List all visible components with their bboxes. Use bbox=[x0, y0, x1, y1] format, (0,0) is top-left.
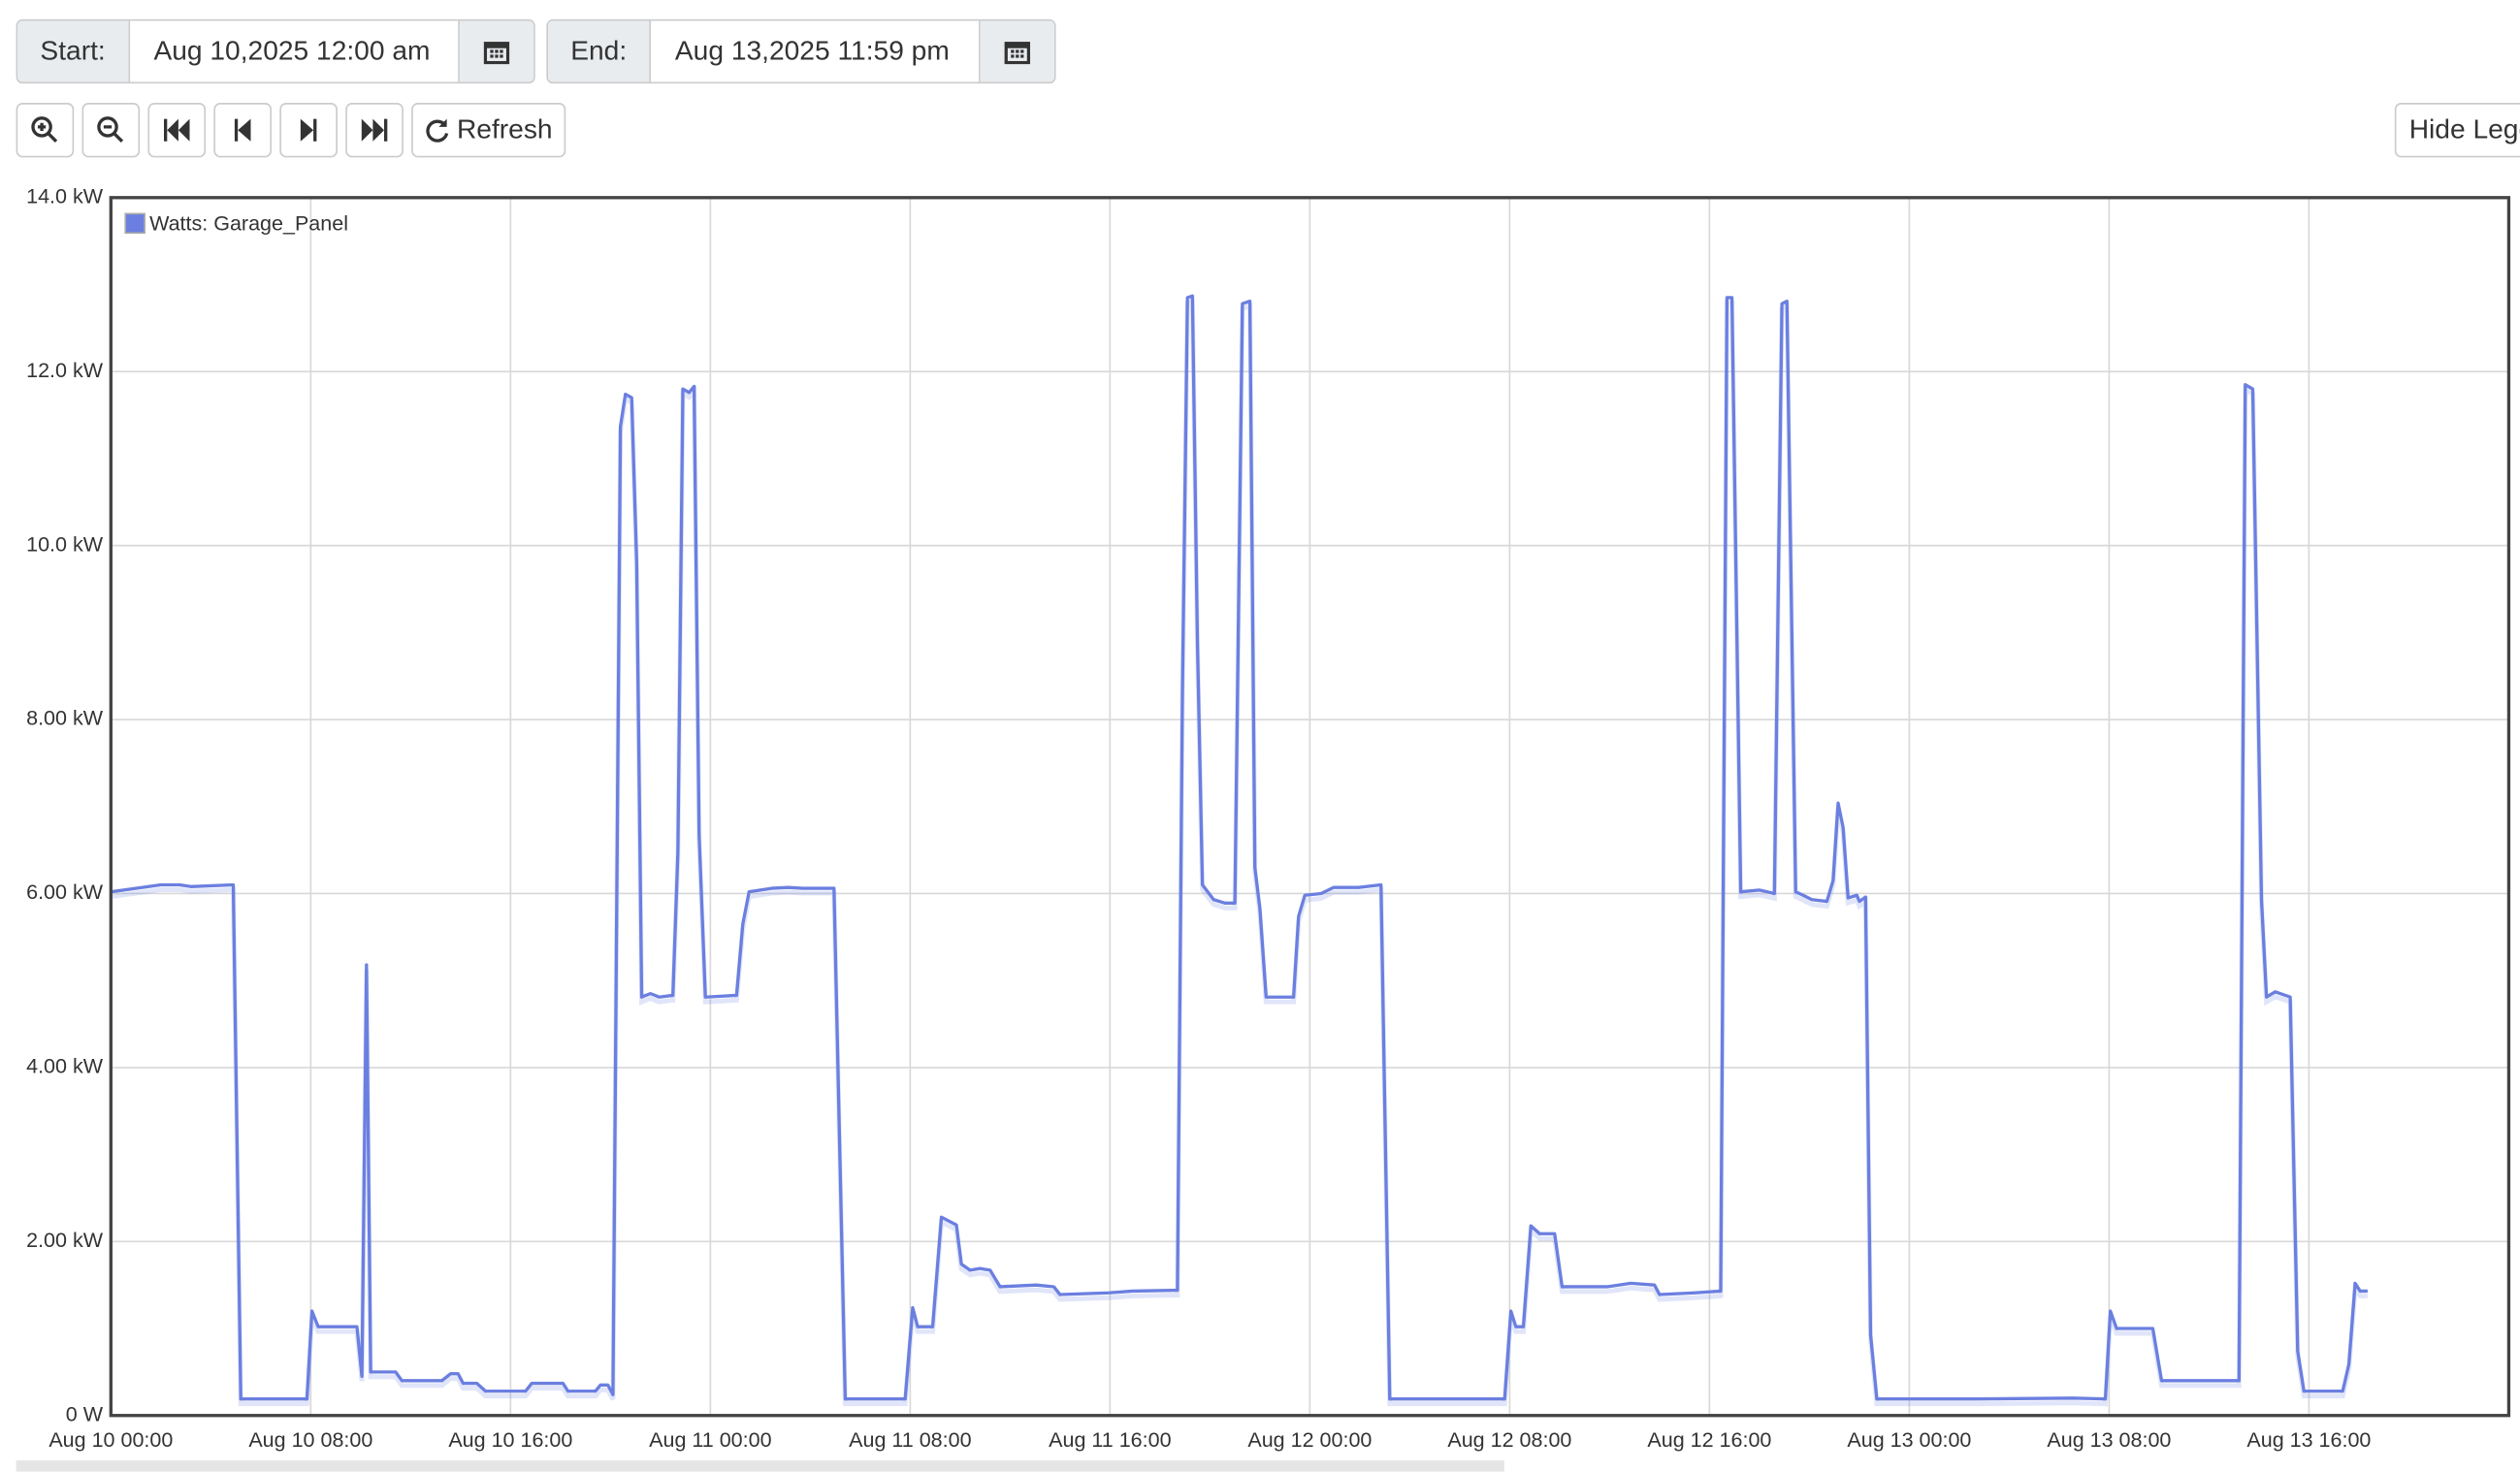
calendar-button[interactable] bbox=[459, 20, 533, 82]
start-group: Start: Aug 10,2025 12:00 am bbox=[16, 18, 535, 84]
hide-legend-button[interactable]: Hide Legend bbox=[2394, 103, 2520, 158]
x-tick-label: Aug 12 16:00 bbox=[1647, 1428, 1771, 1452]
refresh-label: Refresh bbox=[456, 113, 553, 145]
x-tick-label: Aug 11 16:00 bbox=[1049, 1428, 1171, 1452]
legend-label: Watts: Garage_Panel bbox=[149, 212, 348, 236]
end-group: End: Aug 13,2025 11:59 pm bbox=[546, 18, 1056, 84]
end-label: End: bbox=[548, 20, 652, 82]
line-shadow bbox=[110, 297, 2368, 1407]
calendar-button[interactable] bbox=[980, 20, 1054, 82]
y-tick-label: 6.00 kW bbox=[26, 880, 104, 904]
start-label: Start: bbox=[17, 20, 130, 82]
x-tick-label: Aug 12 00:00 bbox=[1247, 1428, 1372, 1452]
y-tick-label: 2.00 kW bbox=[26, 1229, 104, 1252]
y-tick-label: 4.00 kW bbox=[26, 1055, 104, 1078]
refresh-button[interactable]: Refresh bbox=[411, 103, 566, 158]
scrollbar bbox=[16, 1460, 1504, 1472]
last-button[interactable] bbox=[345, 103, 404, 158]
x-tick-label: Aug 10 00:00 bbox=[48, 1428, 173, 1452]
x-tick-label: Aug 10 16:00 bbox=[448, 1428, 572, 1452]
zoom-out-button[interactable] bbox=[81, 103, 141, 158]
legend-swatch bbox=[124, 212, 145, 235]
y-tick-label: 10.0 kW bbox=[26, 532, 104, 556]
first-button[interactable] bbox=[147, 103, 207, 158]
x-tick-label: Aug 13 16:00 bbox=[2246, 1428, 2371, 1452]
x-tick-label: Aug 13 00:00 bbox=[1847, 1428, 1971, 1452]
y-tick-label: 14.0 kW bbox=[26, 184, 104, 208]
previous-button[interactable] bbox=[213, 103, 273, 158]
y-tick-label: 12.0 kW bbox=[26, 359, 104, 382]
start-input[interactable]: Aug 10,2025 12:00 am bbox=[129, 20, 460, 82]
plot-border bbox=[109, 196, 2511, 1418]
x-tick-label: Aug 12 08:00 bbox=[1447, 1428, 1571, 1452]
y-tick-label: 8.00 kW bbox=[26, 707, 104, 730]
x-tick-label: Aug 10 08:00 bbox=[248, 1428, 372, 1452]
x-tick-label: Aug 11 00:00 bbox=[649, 1428, 771, 1452]
zoom-in-button[interactable] bbox=[16, 103, 75, 158]
hide-legend-label: Hide Legend bbox=[2408, 113, 2520, 145]
x-tick-label: Aug 13 08:00 bbox=[2047, 1428, 2171, 1452]
next-button[interactable] bbox=[279, 103, 338, 158]
line bbox=[111, 294, 2368, 1401]
y-tick-label: 0 W bbox=[66, 1402, 104, 1425]
end-input[interactable]: Aug 13,2025 11:59 pm bbox=[651, 20, 981, 82]
x-tick-label: Aug 11 08:00 bbox=[849, 1428, 971, 1452]
